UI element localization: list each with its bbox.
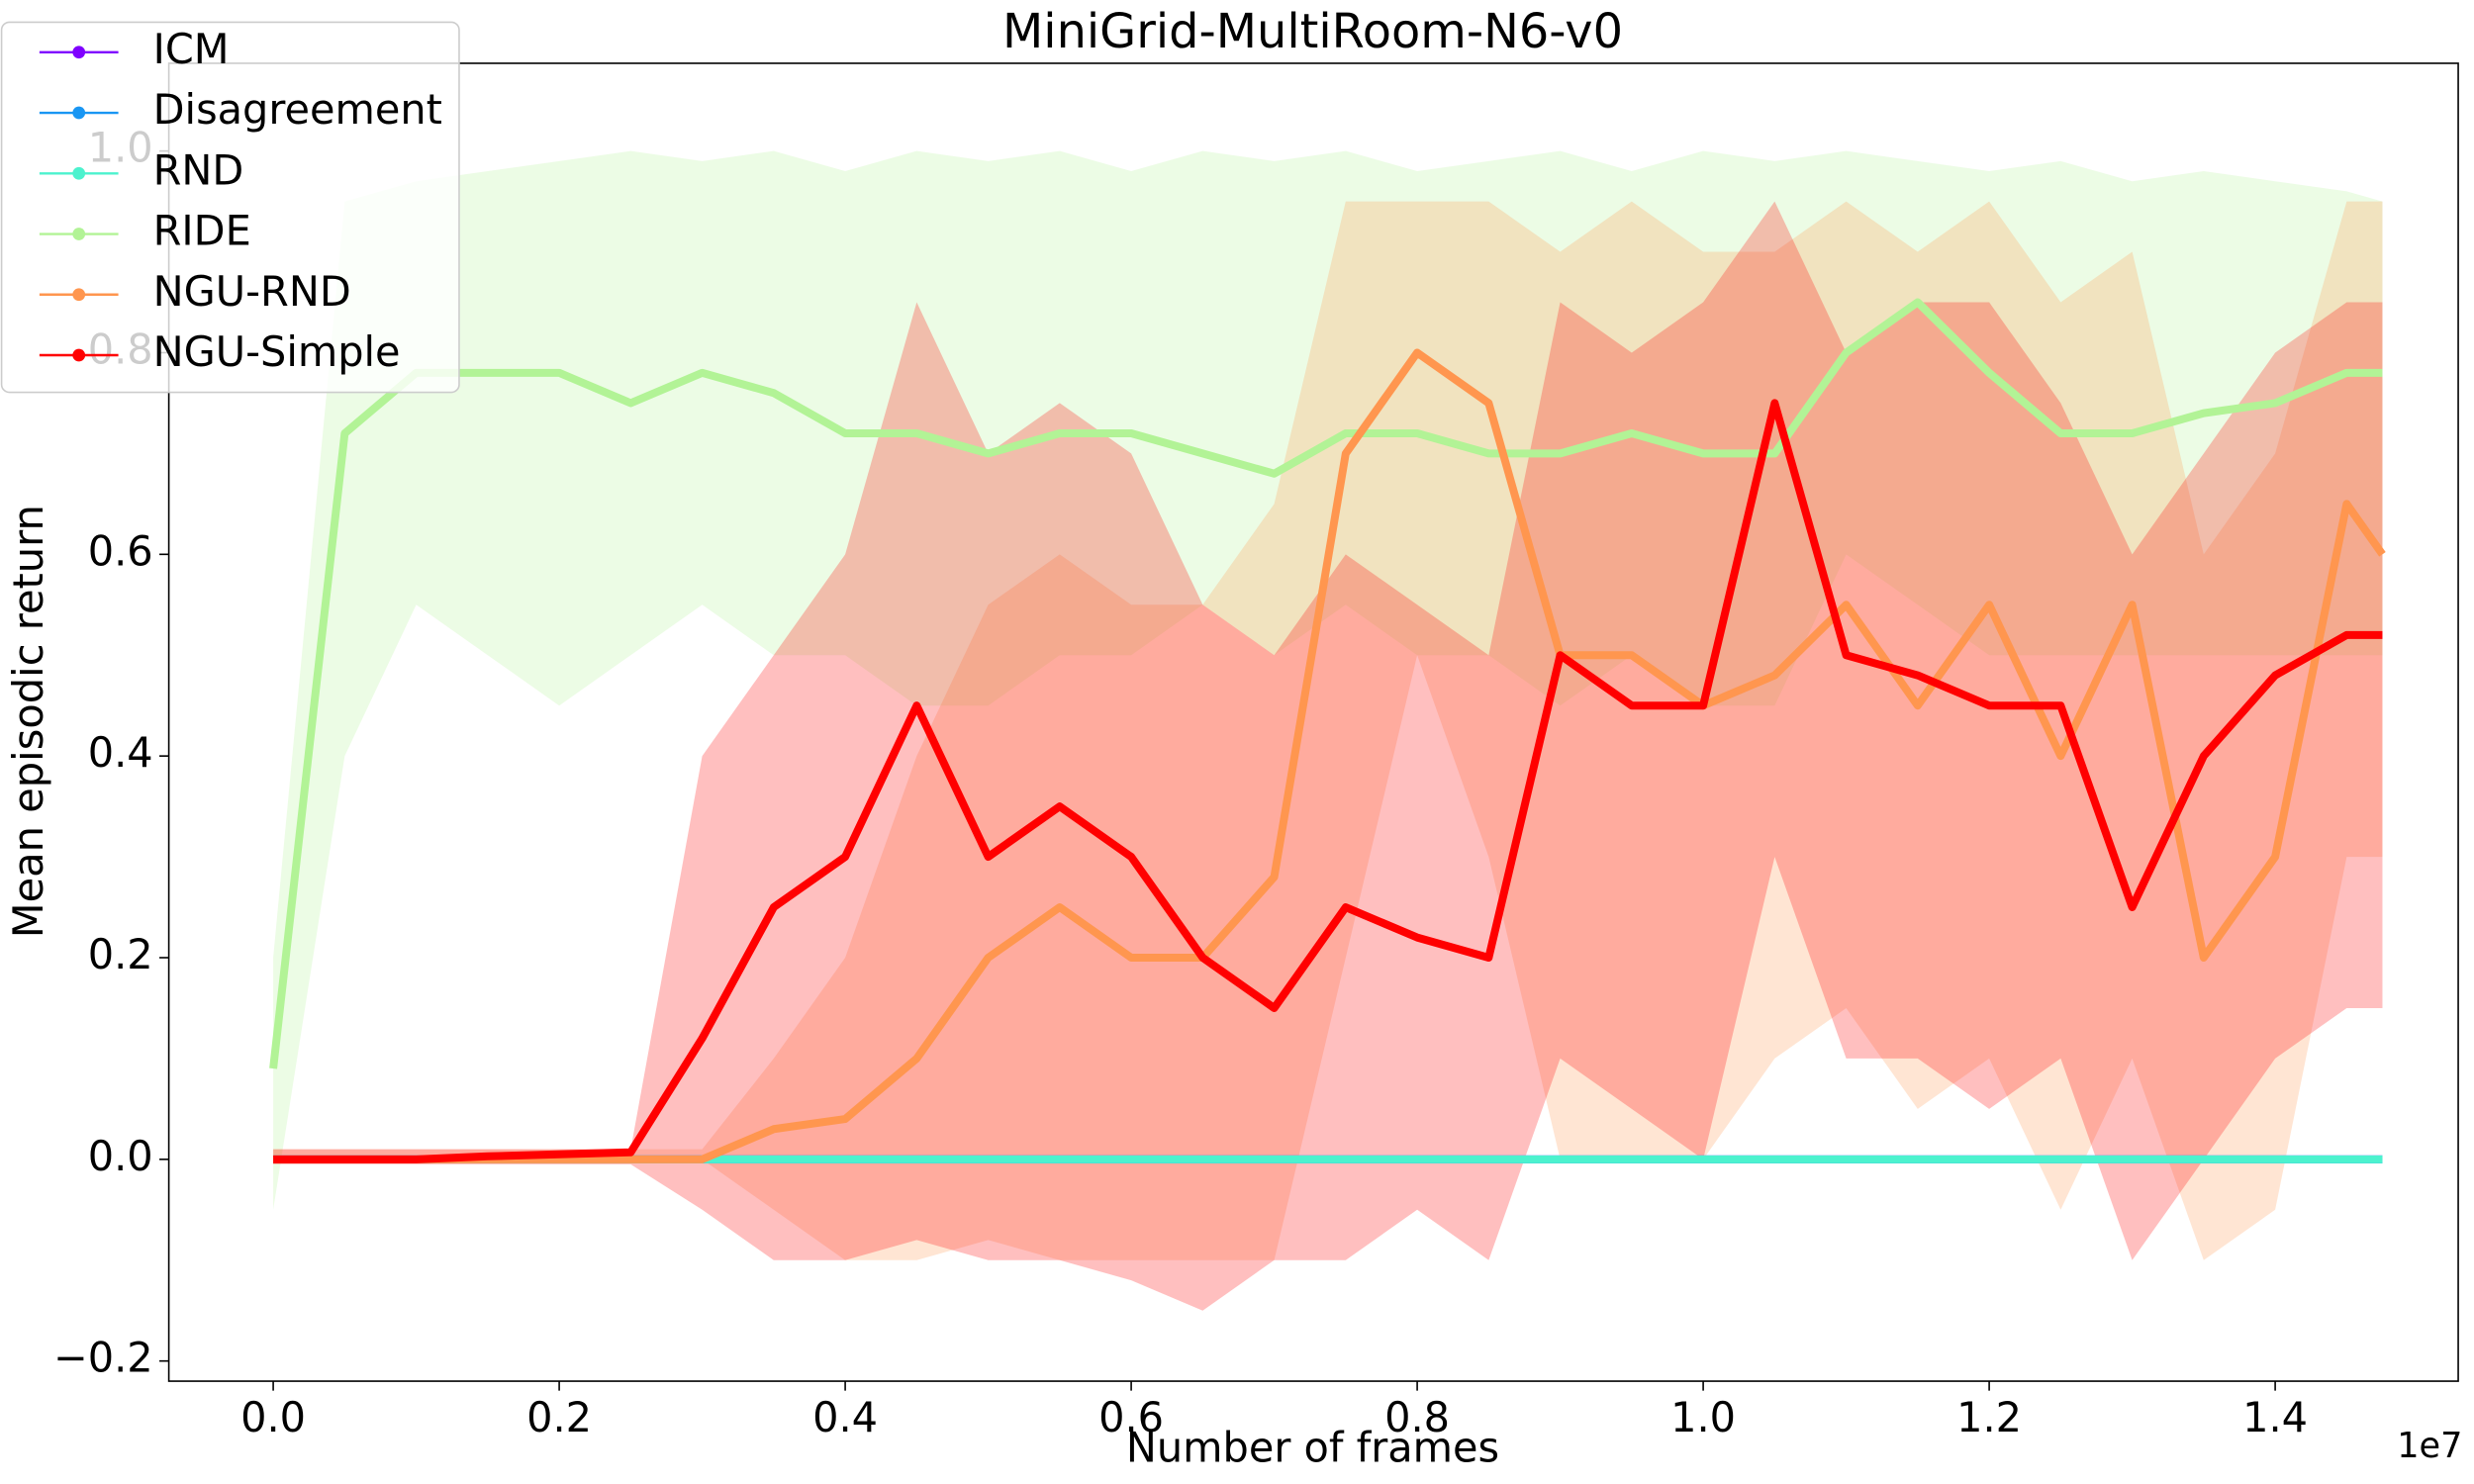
confidence-band <box>273 150 2383 1210</box>
x-tick-label: 0.8 <box>1384 1393 1450 1441</box>
series-line <box>273 348 2386 1163</box>
x-offset-label: 1e7 <box>2397 1426 2462 1466</box>
legend-label: RND <box>153 145 244 194</box>
x-tick-label: 0.0 <box>240 1393 306 1441</box>
legend-box <box>0 21 460 394</box>
y-tick-label: 0.4 <box>88 728 153 777</box>
legend-marker <box>72 348 86 362</box>
chart-title: MiniGrid-MultiRoom-N6-v0 <box>1002 5 1623 59</box>
y-tick-label: 0.0 <box>88 1132 153 1180</box>
legend-marker <box>72 288 86 302</box>
confidence-band <box>273 201 2383 1260</box>
confidence-band <box>273 201 2383 1311</box>
legend: ICM Disagreement RND RIDE NGU-RND NGU-Simple <box>0 21 460 394</box>
legend-label: ICM <box>153 25 230 73</box>
plot-area <box>269 150 2386 1311</box>
x-tick-label: 0.2 <box>526 1393 592 1441</box>
x-tick-label: 0.4 <box>812 1393 878 1441</box>
x-tick-label: 1.0 <box>1670 1393 1736 1441</box>
legend-marker <box>72 46 86 59</box>
plot-frame <box>167 62 2459 1382</box>
series-line <box>273 399 2383 1163</box>
legend-marker <box>72 228 86 240</box>
legend-label: RIDE <box>153 206 251 254</box>
legend-marker <box>72 166 86 180</box>
x-tick-label: 1.2 <box>1956 1393 2022 1441</box>
legend-label: NGU-Simple <box>153 327 401 376</box>
series-line <box>269 298 2383 1069</box>
legend-marker <box>72 106 86 120</box>
y-tick-label: 0.6 <box>88 526 153 575</box>
x-tick-label: 1.4 <box>2242 1393 2308 1441</box>
x-tick-label: 0.6 <box>1098 1393 1164 1441</box>
y-tick-label: 0.2 <box>88 930 153 978</box>
legend-label: NGU-RND <box>153 267 351 316</box>
y-axis-label: Mean episodic return <box>4 505 52 938</box>
y-tick-label: −0.2 <box>53 1334 153 1382</box>
x-axis-label: Number of frames <box>1126 1423 1499 1471</box>
legend-label: Disagreement <box>153 85 442 134</box>
